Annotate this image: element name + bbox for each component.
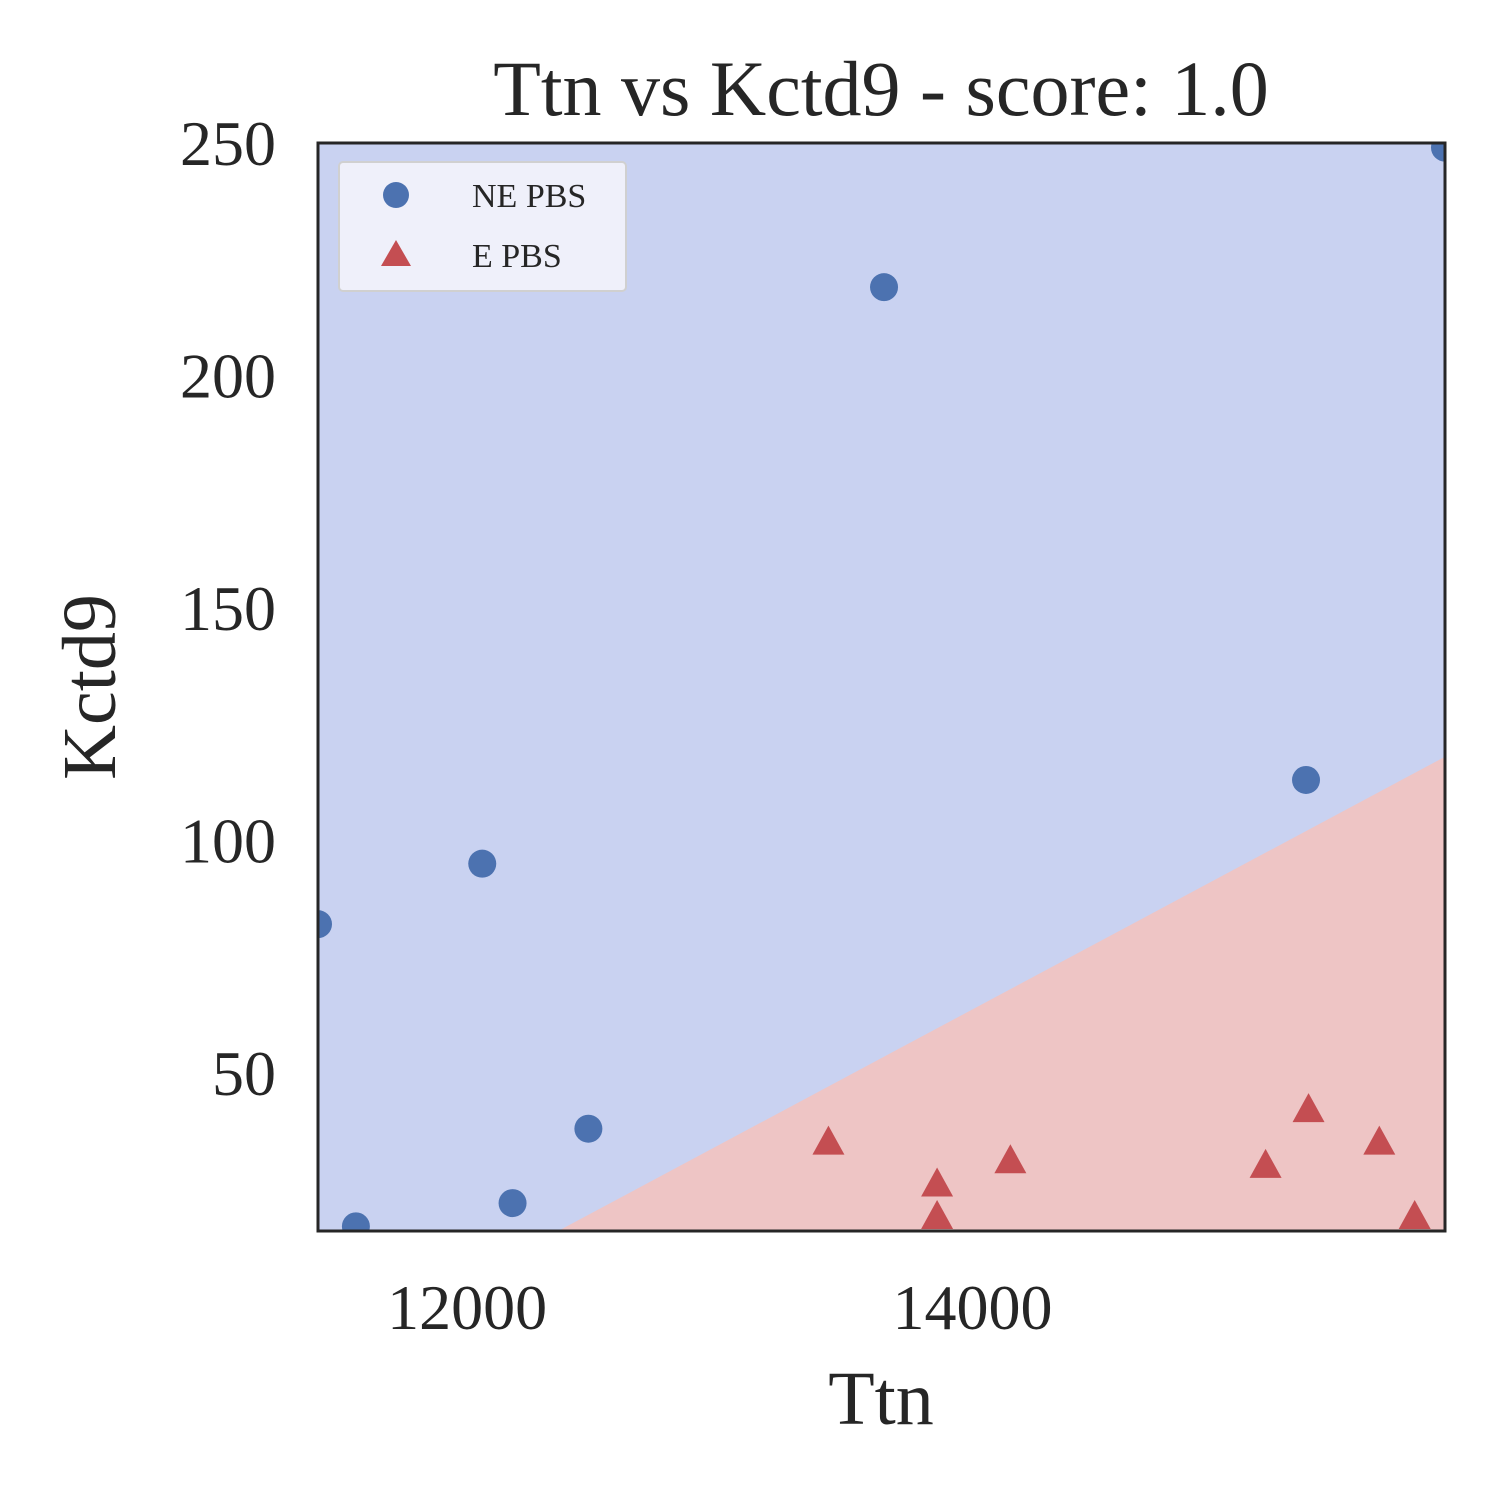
e-region: [558, 756, 1445, 1231]
y-tick-label: 250: [180, 108, 276, 179]
legend: NE PBS E PBS: [338, 161, 627, 292]
ne-pbs-point: [498, 1189, 527, 1218]
x-tick-label: 12000: [387, 1272, 547, 1343]
y-axis-label: Kctd9: [48, 594, 132, 780]
plot-frame: [316, 141, 1447, 1233]
x-axis-label: Ttn: [828, 1357, 934, 1441]
y-tick-label: 100: [180, 805, 276, 876]
e-pbs-point: [1292, 1093, 1325, 1123]
ne-pbs-point: [1431, 143, 1445, 162]
y-tick-label: 200: [180, 340, 276, 411]
ne-pbs-point: [574, 1114, 603, 1143]
legend-ne-label: NE PBS: [472, 178, 586, 215]
e-pbs-point: [921, 1167, 954, 1197]
legend-e-marker: [381, 240, 411, 266]
e-pbs-point: [921, 1200, 954, 1230]
ne-pbs-point: [1292, 765, 1321, 794]
x-tick-label: 14000: [892, 1272, 1052, 1343]
y-tick-label: 150: [180, 573, 276, 644]
legend-ne-marker: [383, 182, 409, 208]
ne-pbs-point: [341, 1212, 370, 1231]
e-pbs-point: [1249, 1148, 1282, 1178]
e-pbs-point: [812, 1125, 845, 1155]
axis-ticks: 12000 14000 50 100 150 200 250: [180, 108, 1052, 1343]
data-points: [318, 143, 1445, 1231]
ne-pbs-point: [870, 273, 899, 302]
ne-pbs-point: [318, 910, 332, 939]
legend-box: [338, 161, 627, 292]
chart-title: Ttn vs Kctd9 - score: 1.0: [493, 45, 1269, 132]
ne-pbs-point: [468, 849, 497, 878]
e-pbs-point: [1398, 1200, 1431, 1230]
e-pbs-point: [994, 1144, 1027, 1174]
y-tick-label: 50: [212, 1038, 276, 1109]
e-pbs-point: [1363, 1125, 1396, 1155]
legend-e-label: E PBS: [472, 238, 562, 275]
